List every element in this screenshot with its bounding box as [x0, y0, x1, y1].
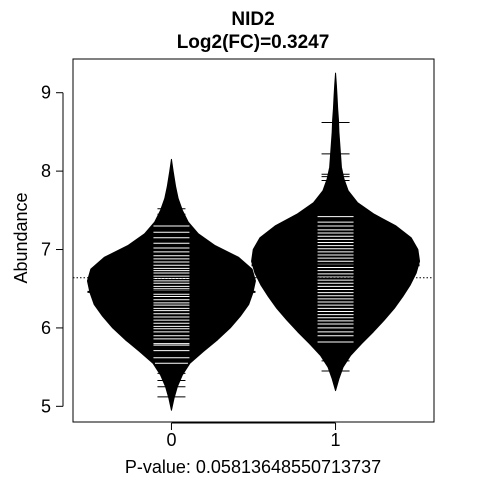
bean-shape-0: [86, 158, 256, 411]
chart-subtitle: Log2(FC)=0.3247: [177, 32, 330, 53]
y-tick-label: 9: [41, 83, 51, 103]
y-axis-label: Abundance: [11, 192, 31, 283]
bean-shape-1: [251, 72, 421, 392]
x-tick-label: 0: [166, 430, 176, 450]
y-tick-label: 5: [41, 396, 51, 416]
chart-title: NID2: [231, 9, 274, 30]
y-tick-label: 6: [41, 318, 51, 338]
y-tick-label: 7: [41, 240, 51, 260]
x-tick-label: 1: [331, 430, 341, 450]
x-axis-label: P-value: 0.0581364855071373​7: [125, 457, 381, 477]
plot-frame: [72, 58, 435, 423]
y-tick-label: 8: [41, 161, 51, 181]
plot-area: 5 6 7 8 9 0 1: [41, 72, 434, 450]
